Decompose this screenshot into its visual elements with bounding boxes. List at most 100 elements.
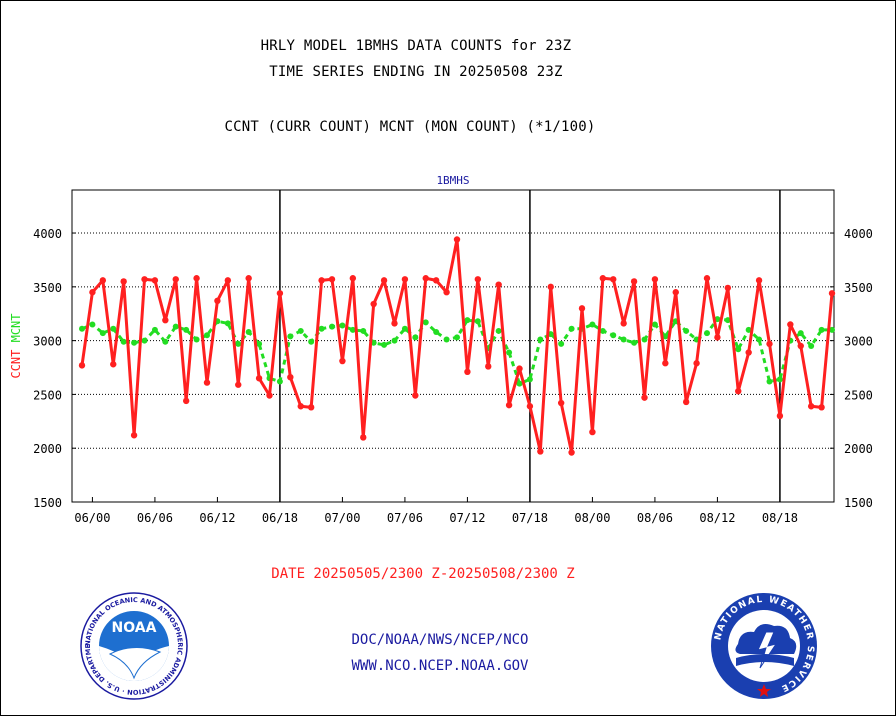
data-point-ccnt xyxy=(370,300,377,308)
data-point-ccnt xyxy=(78,362,86,369)
y-tick-label-left: 3000 xyxy=(33,335,62,349)
data-point-mcnt xyxy=(204,332,210,339)
data-point-mcnt xyxy=(360,327,367,334)
data-point-ccnt xyxy=(266,392,273,399)
data-point-mcnt xyxy=(422,319,429,326)
x-tick-label: 06/00 xyxy=(74,511,110,525)
data-point-ccnt xyxy=(443,289,450,296)
data-point-ccnt xyxy=(745,349,752,356)
data-point-ccnt xyxy=(328,276,336,283)
data-point-ccnt xyxy=(703,275,711,282)
data-point-mcnt xyxy=(349,326,356,333)
x-tick-label: 07/18 xyxy=(512,511,548,525)
data-point-ccnt xyxy=(464,368,471,376)
noaa-logo-text: NOAA xyxy=(112,620,157,636)
data-point-ccnt xyxy=(735,387,742,395)
data-point-ccnt xyxy=(557,399,565,407)
data-point-ccnt xyxy=(776,412,784,420)
data-point-mcnt xyxy=(79,325,85,332)
chart-header-line-1: HRLY MODEL 1BMHS DATA COUNTS for 23Z xyxy=(260,38,572,54)
y-tick-label-left: 2000 xyxy=(33,442,62,456)
data-point-mcnt xyxy=(141,337,148,344)
nws-logo: NATIONAL WEATHER SERVICE xyxy=(711,593,817,699)
data-point-ccnt xyxy=(589,428,596,436)
x-tick-label: 07/06 xyxy=(387,511,423,525)
data-point-ccnt xyxy=(151,277,159,284)
data-point-ccnt xyxy=(547,283,554,291)
data-point-ccnt xyxy=(693,360,700,367)
data-point-ccnt xyxy=(505,401,513,409)
footer-website-link[interactable]: WWW.NCO.NCEP.NOAA.GOV xyxy=(351,658,529,674)
data-point-ccnt xyxy=(182,397,190,405)
data-point-mcnt xyxy=(829,326,835,333)
data-point-ccnt xyxy=(130,432,138,439)
data-point-ccnt xyxy=(807,403,815,410)
data-point-ccnt xyxy=(255,375,263,382)
data-point-mcnt xyxy=(620,336,627,343)
data-point-ccnt xyxy=(714,334,721,341)
data-point-mcnt xyxy=(495,327,502,334)
chart-header-line-3: CCNT (CURR COUNT) MCNT (MON COUNT) (*1/1… xyxy=(224,119,596,135)
data-point-ccnt xyxy=(787,321,794,328)
y-axis-label-ccnt: CCNT xyxy=(9,342,23,378)
y-tick-label-right: 2000 xyxy=(844,442,873,456)
data-point-ccnt xyxy=(620,320,627,327)
y-tick-label-right: 2500 xyxy=(844,388,873,402)
data-point-mcnt xyxy=(401,325,408,332)
data-point-mcnt xyxy=(110,325,117,332)
data-point-ccnt xyxy=(339,357,346,365)
data-point-mcnt xyxy=(120,338,127,345)
data-point-ccnt xyxy=(89,289,96,296)
data-point-mcnt xyxy=(412,334,419,341)
data-point-ccnt xyxy=(141,276,148,283)
x-tick-label: 06/12 xyxy=(199,511,235,525)
data-point-mcnt xyxy=(151,326,158,333)
data-point-mcnt xyxy=(797,330,804,337)
data-point-mcnt xyxy=(183,326,190,333)
data-point-mcnt xyxy=(818,326,825,333)
data-point-ccnt xyxy=(610,276,617,283)
x-tick-label: 08/06 xyxy=(637,511,673,525)
data-point-mcnt xyxy=(99,330,106,337)
data-point-mcnt xyxy=(506,349,513,356)
data-point-ccnt xyxy=(516,365,523,372)
data-point-mcnt xyxy=(610,332,617,339)
data-point-mcnt xyxy=(276,378,283,385)
data-point-mcnt xyxy=(631,339,638,346)
data-point-mcnt xyxy=(256,340,263,347)
data-point-ccnt xyxy=(297,403,304,410)
data-point-ccnt xyxy=(474,276,482,283)
data-point-ccnt xyxy=(485,363,492,370)
data-point-ccnt xyxy=(422,275,429,282)
data-point-ccnt xyxy=(120,278,127,285)
data-point-mcnt xyxy=(651,321,658,328)
data-point-ccnt xyxy=(641,394,648,401)
data-point-ccnt xyxy=(682,398,690,406)
data-point-mcnt xyxy=(756,336,763,343)
x-tick-label: 07/12 xyxy=(449,511,485,525)
data-point-mcnt xyxy=(558,340,565,347)
footer-org-path[interactable]: DOC/NOAA/NWS/NCEP/NCO xyxy=(351,632,529,648)
data-point-ccnt xyxy=(651,276,659,283)
data-point-mcnt xyxy=(391,337,398,344)
data-point-ccnt xyxy=(630,278,638,285)
x-tick-label: 07/00 xyxy=(324,511,360,525)
data-point-ccnt xyxy=(318,277,325,284)
y-tick-label-right: 3000 xyxy=(844,335,873,349)
date-range-label: DATE 20250505/2300 Z-20250508/2300 Z xyxy=(271,566,574,582)
data-point-mcnt xyxy=(454,334,460,341)
data-point-mcnt xyxy=(568,325,575,332)
data-point-mcnt xyxy=(662,333,669,340)
data-point-ccnt xyxy=(193,275,200,282)
data-point-ccnt xyxy=(766,340,773,348)
plot-area-border xyxy=(71,189,835,503)
data-point-ccnt xyxy=(287,374,294,381)
data-point-ccnt xyxy=(797,342,804,350)
data-point-ccnt xyxy=(360,434,367,441)
y-tick-label-right: 3500 xyxy=(844,281,873,295)
data-point-mcnt xyxy=(735,346,742,353)
data-point-ccnt xyxy=(380,277,388,284)
data-point-mcnt xyxy=(318,325,325,332)
data-point-ccnt xyxy=(349,275,357,282)
